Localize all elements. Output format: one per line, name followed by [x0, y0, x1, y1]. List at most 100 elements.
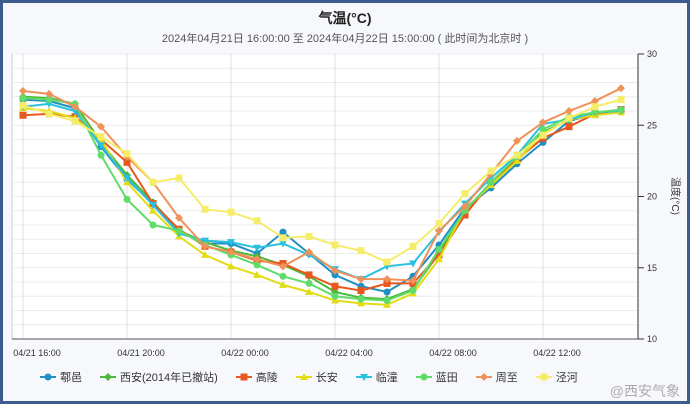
- legend-marker-icon: [475, 373, 492, 381]
- data-point: [201, 242, 209, 251]
- data-point: [305, 279, 313, 287]
- y-tick-label: 20: [647, 192, 657, 202]
- data-point: [565, 123, 573, 131]
- legend-item[interactable]: 周至: [475, 369, 518, 385]
- series-line: [22, 107, 622, 306]
- x-tick-label: 04/22 04:00: [325, 348, 373, 358]
- data-point: [331, 271, 339, 279]
- data-point: [253, 261, 261, 269]
- data-point: [331, 266, 339, 275]
- data-point: [331, 241, 339, 249]
- legend-label: 泾河: [555, 372, 578, 384]
- data-point: [305, 232, 313, 240]
- data-point: [149, 206, 157, 214]
- data-point: [331, 296, 339, 304]
- data-point: [513, 156, 521, 164]
- y-tick-label: 15: [647, 263, 657, 273]
- data-point: [123, 195, 131, 203]
- data-point: [279, 234, 287, 242]
- legend-label: 长安: [315, 372, 338, 384]
- data-point: [357, 295, 365, 303]
- data-point: [175, 227, 183, 235]
- data-point: [253, 270, 261, 278]
- data-point: [123, 150, 131, 158]
- data-point: [149, 221, 157, 229]
- data-point: [227, 262, 235, 270]
- data-point: [201, 250, 209, 258]
- legend-marker-icon: [235, 373, 252, 381]
- data-point: [123, 158, 131, 166]
- y-tick-label: 30: [647, 49, 657, 59]
- data-point: [591, 108, 599, 116]
- data-point: [461, 202, 469, 211]
- data-point: [617, 106, 625, 114]
- data-point: [149, 202, 157, 210]
- data-point: [591, 97, 599, 106]
- legend-item[interactable]: 泾河: [535, 369, 578, 385]
- data-point: [253, 255, 261, 264]
- data-point: [149, 178, 157, 186]
- data-point: [331, 292, 339, 300]
- data-point: [539, 131, 547, 139]
- data-point: [201, 237, 209, 245]
- data-point: [19, 94, 27, 102]
- legend-item[interactable]: 鄠邑: [40, 369, 82, 385]
- data-point: [331, 282, 339, 290]
- y-tick-label: 25: [647, 120, 657, 130]
- data-point: [45, 89, 53, 98]
- data-point: [279, 272, 287, 280]
- data-point: [487, 167, 495, 175]
- data-point: [71, 102, 79, 111]
- legend-label: 临潼: [375, 372, 398, 384]
- legend-marker-icon: [40, 373, 56, 381]
- data-point: [513, 136, 521, 145]
- x-tick-label: 04/21 20:00: [117, 348, 165, 358]
- data-point: [175, 213, 183, 222]
- data-point: [97, 142, 105, 150]
- legend: 鄠邑 西安(2014年已撤站) 高陵 长安 临潼 蓝田 周至 泾河: [40, 369, 596, 385]
- data-point: [279, 240, 287, 248]
- data-point: [97, 122, 105, 131]
- data-point: [383, 275, 391, 284]
- legend-marker-icon: [355, 374, 372, 381]
- legend-item[interactable]: 长安: [295, 369, 338, 385]
- legend-item[interactable]: 临潼: [355, 369, 398, 385]
- x-tick-label: 04/22 12:00: [533, 348, 581, 358]
- legend-marker-icon: [415, 373, 432, 381]
- legend-label: 鄠邑: [60, 372, 82, 384]
- series-line: [22, 98, 622, 264]
- data-point: [19, 111, 27, 119]
- data-point: [19, 87, 27, 96]
- data-point: [227, 208, 235, 216]
- legend-item[interactable]: 高陵: [235, 369, 278, 385]
- data-point: [435, 255, 443, 263]
- legend-item[interactable]: 西安(2014年已撤站): [100, 369, 218, 385]
- data-point: [409, 287, 417, 295]
- legend-label: 周至: [495, 372, 518, 384]
- data-point: [383, 300, 391, 308]
- data-point: [253, 217, 261, 225]
- legend-label: 西安(2014年已撤站): [120, 372, 218, 384]
- data-point: [591, 103, 599, 111]
- data-point: [513, 151, 521, 159]
- data-point: [227, 248, 235, 257]
- data-point: [201, 205, 209, 213]
- data-point: [461, 211, 469, 219]
- data-point: [409, 276, 417, 285]
- data-point: [435, 226, 443, 235]
- legend-item[interactable]: 蓝田: [415, 369, 458, 385]
- data-point: [565, 107, 573, 115]
- x-tick-label: 04/22 08:00: [429, 348, 477, 358]
- data-point: [175, 174, 183, 182]
- watermark: @西安气象: [609, 383, 680, 399]
- data-point: [357, 287, 365, 295]
- legend-marker-icon: [100, 373, 116, 381]
- data-point: [409, 260, 417, 268]
- data-point: [305, 271, 313, 279]
- data-point: [45, 100, 53, 108]
- legend-label: 蓝田: [435, 372, 458, 384]
- data-point: [487, 178, 495, 186]
- data-point: [19, 101, 27, 109]
- data-point: [435, 251, 443, 259]
- data-point: [71, 117, 79, 125]
